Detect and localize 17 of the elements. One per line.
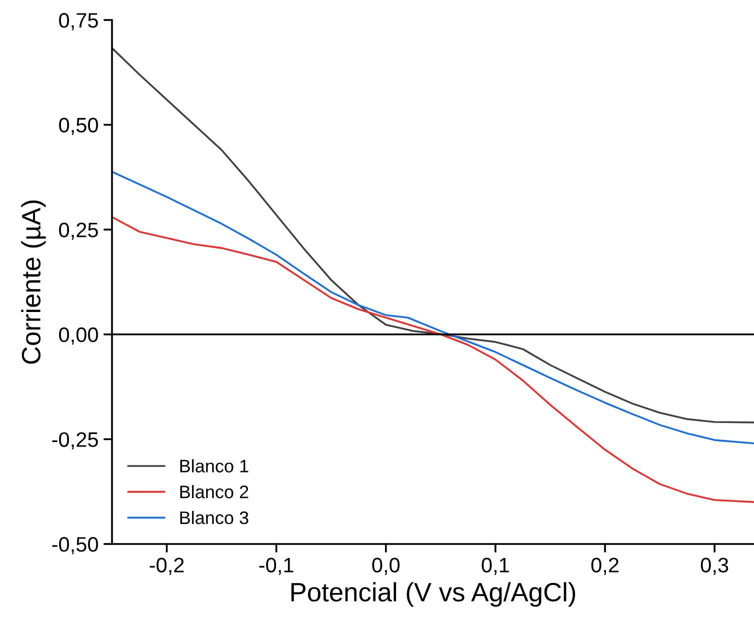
x-tick-label: -0,2 (150, 558, 184, 575)
x-tick-label: 0,2 (591, 558, 618, 575)
y-axis-title: Corriente (µA) (21, 200, 46, 364)
x-tick-label: 0,1 (482, 558, 509, 575)
legend-label: Blanco 1 (180, 459, 248, 472)
y-tick-label: 0,50 (59, 118, 98, 136)
x-axis-title: Potencial (V vs Ag/AgCl) (291, 582, 576, 607)
x-tick-label: 0,0 (372, 558, 400, 575)
y-tick-label: 0,25 (59, 222, 98, 240)
legend-label: Blanco 2 (180, 485, 248, 498)
y-tick-label: 0,75 (59, 13, 98, 30)
x-tick-label: -0,1 (259, 558, 294, 575)
legend-label: Blanco 3 (180, 510, 248, 524)
y-tick-label: 0,00 (59, 327, 98, 345)
y-tick-label: -0,50 (52, 537, 98, 554)
y-tick-label: -0,25 (52, 432, 98, 450)
x-tick-label: 0,3 (700, 558, 728, 575)
